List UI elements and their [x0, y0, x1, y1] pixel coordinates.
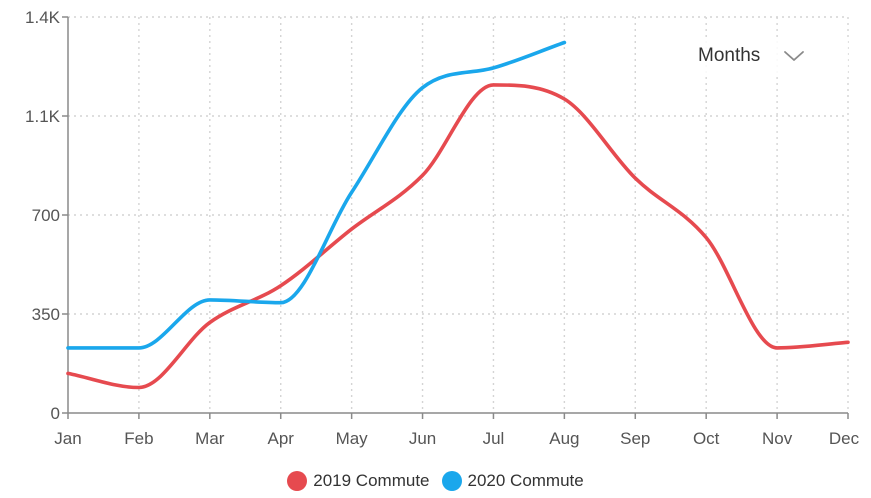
legend-swatch-2019	[287, 471, 308, 491]
legend-item-2020[interactable]: 2020 Commute	[441, 471, 584, 491]
months-dropdown-label: Months	[698, 45, 761, 66]
series-lines	[66, 40, 850, 390]
legend-swatch-2020	[441, 471, 462, 491]
y-tick-label: 0	[51, 404, 60, 423]
y-tick-label: 1.4K	[25, 8, 61, 27]
gridlines	[68, 16, 849, 413]
x-tick-label: Jan	[54, 429, 81, 448]
legend-label-2019: 2019 Commute	[313, 471, 430, 490]
x-tick-label: Jul	[483, 429, 505, 448]
x-tick-label: Aug	[549, 429, 579, 448]
legend-item-2019[interactable]: 2019 Commute	[287, 471, 430, 491]
x-tick-label: Nov	[762, 429, 793, 448]
legend: 2019 Commute 2020 Commute	[0, 466, 871, 496]
chevron-down-icon[interactable]	[782, 48, 806, 64]
y-tick-label: 700	[32, 206, 60, 225]
y-tick-label: 1.1K	[25, 107, 61, 126]
x-tick-label: Oct	[693, 429, 720, 448]
series-line-2020-commute[interactable]	[66, 40, 567, 350]
x-tick-label: May	[336, 429, 369, 448]
y-tick-label: 350	[32, 305, 60, 324]
x-tick-label: Feb	[124, 429, 153, 448]
series-line-2019-commute[interactable]	[66, 83, 850, 390]
x-tick-label: Sep	[620, 429, 650, 448]
x-tick-label: Apr	[267, 429, 294, 448]
axes	[62, 16, 849, 419]
tick-labels: 0 350 700 1.1K 1.4K Jan Feb Mar Apr May Jun Jul Aug S…	[25, 8, 860, 448]
x-tick-label: Dec	[829, 429, 860, 448]
x-tick-label: Mar	[195, 429, 225, 448]
months-dropdown[interactable]: Months	[688, 38, 848, 74]
x-tick-label: Jun	[409, 429, 436, 448]
legend-label-2020: 2020 Commute	[467, 471, 584, 490]
